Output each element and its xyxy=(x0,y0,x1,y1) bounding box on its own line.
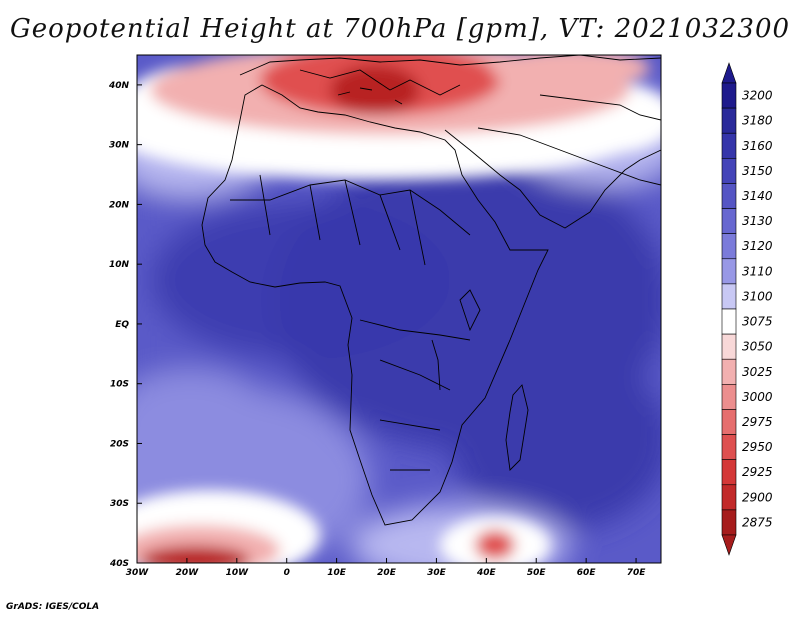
colorbar-label: 3110 xyxy=(742,264,773,278)
colorbar-swatch xyxy=(721,258,737,285)
colorbar-label: 3150 xyxy=(742,164,773,178)
colorbar-swatch xyxy=(721,384,737,410)
colorbar-top-arrow xyxy=(721,62,737,84)
colorbar-swatch xyxy=(721,283,737,310)
x-tick-label: 30W xyxy=(126,568,150,578)
y-tick-label: 30N xyxy=(109,141,130,151)
colorbar-label: 3000 xyxy=(742,390,773,404)
y-tick-label: 30S xyxy=(110,499,129,509)
x-tick-label: 10W xyxy=(226,568,250,578)
colorbar-swatch xyxy=(721,358,737,385)
x-axis: 30W 20W 10W 0 10E 20E 30E 40E 50E 60E 70E xyxy=(126,558,646,578)
x-tick-label: 20W xyxy=(176,568,200,578)
plot-frame xyxy=(136,54,662,564)
colorbar-label: 3160 xyxy=(742,139,773,153)
y-tick-label: 20N xyxy=(109,200,130,210)
colorbar-legend: 3200 3180 3160 3150 3140 3130 3120 3110 3100 3075… xyxy=(721,62,773,556)
y-axis: 40N 30N 20N 10N EQ 10S 20S 30S 40S xyxy=(108,81,142,569)
colorbar-swatch xyxy=(721,132,737,159)
colorbar-swatch xyxy=(721,208,737,234)
colorbar-swatch xyxy=(721,158,737,184)
colorbar-label: 2875 xyxy=(742,515,773,529)
x-tick-label: 0 xyxy=(284,568,290,578)
y-tick-label: 40S xyxy=(109,559,129,569)
colorbar-swatch xyxy=(721,409,737,435)
y-tick-label: EQ xyxy=(115,320,129,330)
colorbar-label: 2975 xyxy=(742,415,773,429)
colorbar-swatch xyxy=(721,484,737,511)
y-tick-label: 10S xyxy=(110,380,129,390)
colorbar-label: 2950 xyxy=(742,440,773,454)
colorbar-swatch xyxy=(721,308,737,335)
y-tick-label: 40N xyxy=(108,81,130,91)
x-tick-label: 40E xyxy=(476,568,497,578)
colorbar-bottom-arrow xyxy=(721,534,737,556)
x-tick-label: 20E xyxy=(377,568,397,578)
colorbar-swatch xyxy=(721,459,737,486)
colorbar-label: 3200 xyxy=(742,89,773,103)
colorbar-swatch xyxy=(721,509,737,536)
page-title: Geopotential Height at 700hPa [gpm], VT:… xyxy=(9,14,791,44)
colorbar-label: 2925 xyxy=(742,465,773,479)
coastlines xyxy=(201,55,661,526)
colorbar-label: 3180 xyxy=(742,114,773,128)
colorbar-label: 3140 xyxy=(742,189,773,203)
colorbar-swatch xyxy=(721,183,737,209)
colorbar-label: 3075 xyxy=(742,315,773,329)
x-tick-label: 50E xyxy=(527,568,547,578)
colorbar-swatch xyxy=(721,233,737,260)
x-tick-label: 30E xyxy=(427,568,447,578)
colorbar-label: 3050 xyxy=(742,340,773,354)
height-field xyxy=(137,55,661,563)
colorbar-swatch xyxy=(721,82,737,109)
x-tick-label: 10E xyxy=(327,568,347,578)
y-tick-label: 10N xyxy=(109,260,130,270)
x-tick-label: 60E xyxy=(577,568,597,578)
x-tick-label: 70E xyxy=(627,568,647,578)
colorbar-label: 3100 xyxy=(742,289,773,303)
footer-credit: GrADS: IGES/COLA xyxy=(6,602,100,612)
colorbar-label: 3120 xyxy=(742,239,773,253)
colorbar-label: 3130 xyxy=(742,214,773,228)
colorbar-swatch xyxy=(721,333,737,360)
colorbar-label: 2900 xyxy=(742,490,773,504)
colorbar-label: 3025 xyxy=(742,365,773,379)
colorbar-swatch xyxy=(721,107,737,134)
colorbar-swatch xyxy=(721,434,737,460)
y-tick-label: 20S xyxy=(110,439,129,449)
